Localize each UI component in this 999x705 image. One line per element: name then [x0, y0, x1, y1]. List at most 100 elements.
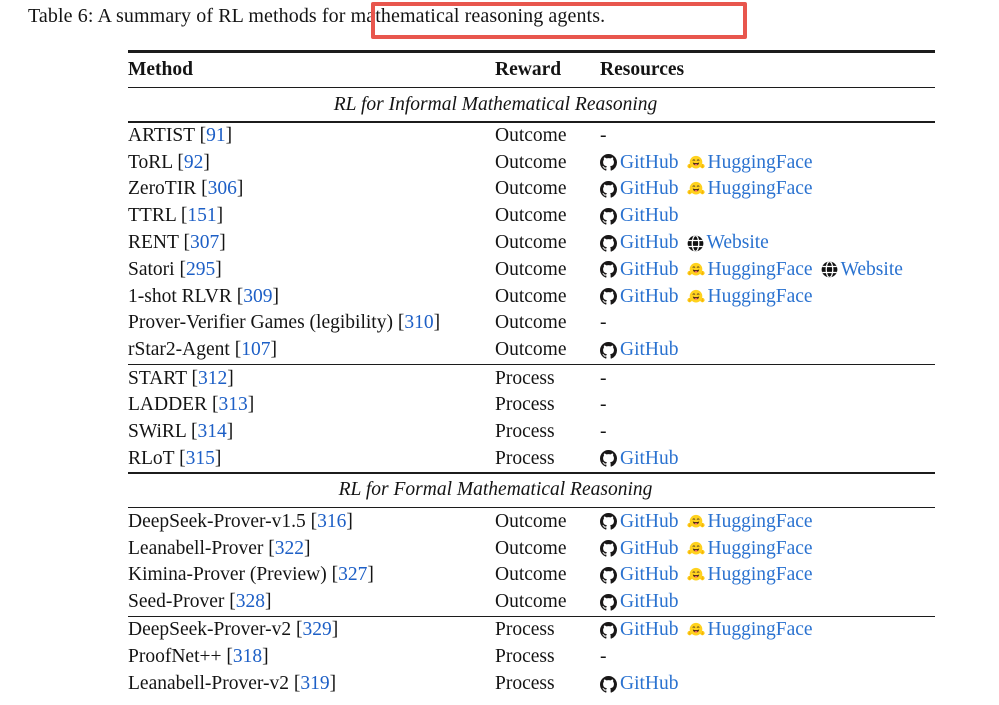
citation-link[interactable]: 314	[197, 421, 227, 443]
citation-link[interactable]: 295	[185, 258, 216, 280]
github-octocat-icon	[600, 261, 617, 278]
github-link[interactable]: GitHub	[600, 339, 679, 361]
resources-cell: GitHub HuggingFace	[600, 511, 935, 533]
table-row: RENT [307] Outcome GitHub Website	[128, 230, 935, 257]
huggingface-link[interactable]: HuggingFace	[686, 178, 813, 200]
github-link[interactable]: GitHub	[600, 673, 679, 695]
citation-link[interactable]: 319	[300, 673, 330, 695]
method-cell: TTRL [151]	[128, 205, 495, 227]
citation-link[interactable]: 312	[198, 367, 228, 389]
method-name: rStar2-Agent	[128, 339, 235, 361]
method-cell: SWiRL [314]	[128, 421, 495, 443]
reward-cell: Process	[495, 421, 555, 443]
resources-cell: -	[600, 312, 935, 334]
citation-link[interactable]: 151	[187, 205, 217, 227]
github-octocat-icon	[600, 341, 617, 359]
citation-bracket-close: ]	[203, 151, 210, 173]
method-cell: Satori [295]	[128, 259, 495, 281]
github-octocat-icon	[600, 593, 617, 611]
citation-link[interactable]: 310	[404, 312, 434, 334]
method-cell: START [312]	[128, 368, 495, 390]
github-link[interactable]: GitHub	[600, 178, 679, 200]
citation-bracket-open: [	[268, 537, 275, 559]
huggingface-emoji-icon	[686, 513, 705, 531]
github-link[interactable]: GitHub	[600, 205, 679, 227]
method-cell: RENT [307]	[128, 232, 495, 254]
github-link[interactable]: GitHub	[600, 511, 679, 533]
method-name: ZeroTIR	[128, 178, 202, 200]
reward-cell: Outcome	[495, 339, 567, 361]
huggingface-link[interactable]: HuggingFace	[686, 286, 813, 308]
github-link[interactable]: GitHub	[600, 232, 679, 254]
github-link[interactable]: GitHub	[600, 619, 679, 641]
huggingface-link-label: HuggingFace	[707, 510, 813, 532]
method-name: DeepSeek-Prover-v2	[128, 619, 297, 641]
citation-link[interactable]: 309	[243, 285, 273, 307]
huggingface-link[interactable]: HuggingFace	[686, 510, 813, 533]
table-row: ToRL [92] Outcome GitHub HuggingFace	[128, 149, 935, 176]
citation-link[interactable]: 316	[317, 510, 347, 532]
huggingface-link[interactable]: HuggingFace	[686, 259, 813, 281]
method-cell: LADDER [313]	[128, 394, 495, 416]
huggingface-link[interactable]: HuggingFace	[686, 564, 813, 586]
method-name: SWiRL	[128, 421, 191, 443]
huggingface-link[interactable]: HuggingFace	[686, 538, 813, 560]
github-link-label: GitHub	[620, 205, 679, 227]
huggingface-link[interactable]: HuggingFace	[686, 152, 813, 174]
method-name: Kimina-Prover (Preview)	[128, 564, 332, 586]
table-row: ARTIST [91] Outcome -	[128, 123, 935, 150]
citation-bracket-open: [	[179, 258, 186, 280]
github-link[interactable]: GitHub	[600, 152, 679, 174]
citation-bracket-open: [	[190, 421, 198, 443]
github-octocat-icon	[600, 540, 617, 557]
citation-link[interactable]: 318	[232, 646, 263, 668]
citation-link[interactable]: 328	[235, 591, 266, 613]
method-name: START	[128, 367, 192, 389]
github-link[interactable]: GitHub	[600, 286, 679, 308]
reward-cell: Outcome	[495, 564, 567, 586]
reward-cell: Outcome	[495, 258, 567, 280]
method-cell: Seed-Prover [328]	[128, 591, 495, 613]
website-link[interactable]: Website	[821, 259, 903, 281]
citation-link[interactable]: 315	[185, 447, 215, 469]
citation-link[interactable]: 327	[338, 564, 368, 586]
citation-link[interactable]: 92	[183, 151, 204, 173]
reward-cell: Outcome	[495, 151, 567, 173]
citation-bracket-close: ]	[329, 673, 337, 695]
github-link[interactable]: GitHub	[600, 448, 679, 470]
method-cell: Kimina-Prover (Preview) [327]	[128, 564, 495, 586]
reward-cell: Outcome	[495, 178, 567, 200]
table-row: Seed-Prover [328] Outcome GitHub	[128, 589, 935, 616]
citation-link[interactable]: 107	[241, 339, 271, 361]
website-link[interactable]: Website	[687, 232, 769, 254]
github-link[interactable]: GitHub	[600, 259, 679, 281]
resources-cell: -	[600, 421, 935, 443]
github-link-label: GitHub	[620, 564, 679, 586]
reward-cell: Process	[495, 367, 555, 389]
website-link-label: Website	[706, 232, 769, 254]
method-cell: ZeroTIR [306]	[128, 178, 495, 200]
github-link[interactable]: GitHub	[600, 538, 679, 560]
table-rule	[128, 363, 935, 366]
method-name: Prover-Verifier Games (legibility)	[128, 312, 398, 334]
resources-cell: -	[600, 394, 935, 416]
no-resource-dash: -	[600, 421, 607, 443]
method-name: Satori	[128, 258, 180, 280]
citation-bracket-close: ]	[303, 537, 311, 559]
method-name: ARTIST	[128, 124, 200, 146]
reward-cell: Process	[495, 673, 555, 695]
github-link[interactable]: GitHub	[600, 591, 679, 613]
github-link[interactable]: GitHub	[600, 564, 679, 586]
method-cell: DeepSeek-Prover-v2 [329]	[128, 619, 495, 641]
citation-link[interactable]: 91	[206, 124, 226, 146]
citation-bracket-open: [	[191, 367, 199, 389]
citation-link[interactable]: 313	[218, 394, 248, 416]
citation-bracket-open: [	[310, 510, 318, 532]
citation-link[interactable]: 329	[302, 619, 332, 641]
citation-link[interactable]: 307	[189, 232, 220, 254]
huggingface-link[interactable]: HuggingFace	[686, 619, 813, 641]
github-link-label: GitHub	[620, 447, 679, 469]
citation-link[interactable]: 306	[207, 178, 237, 200]
method-cell: rStar2-Agent [107]	[128, 339, 495, 361]
citation-link[interactable]: 322	[274, 537, 304, 559]
